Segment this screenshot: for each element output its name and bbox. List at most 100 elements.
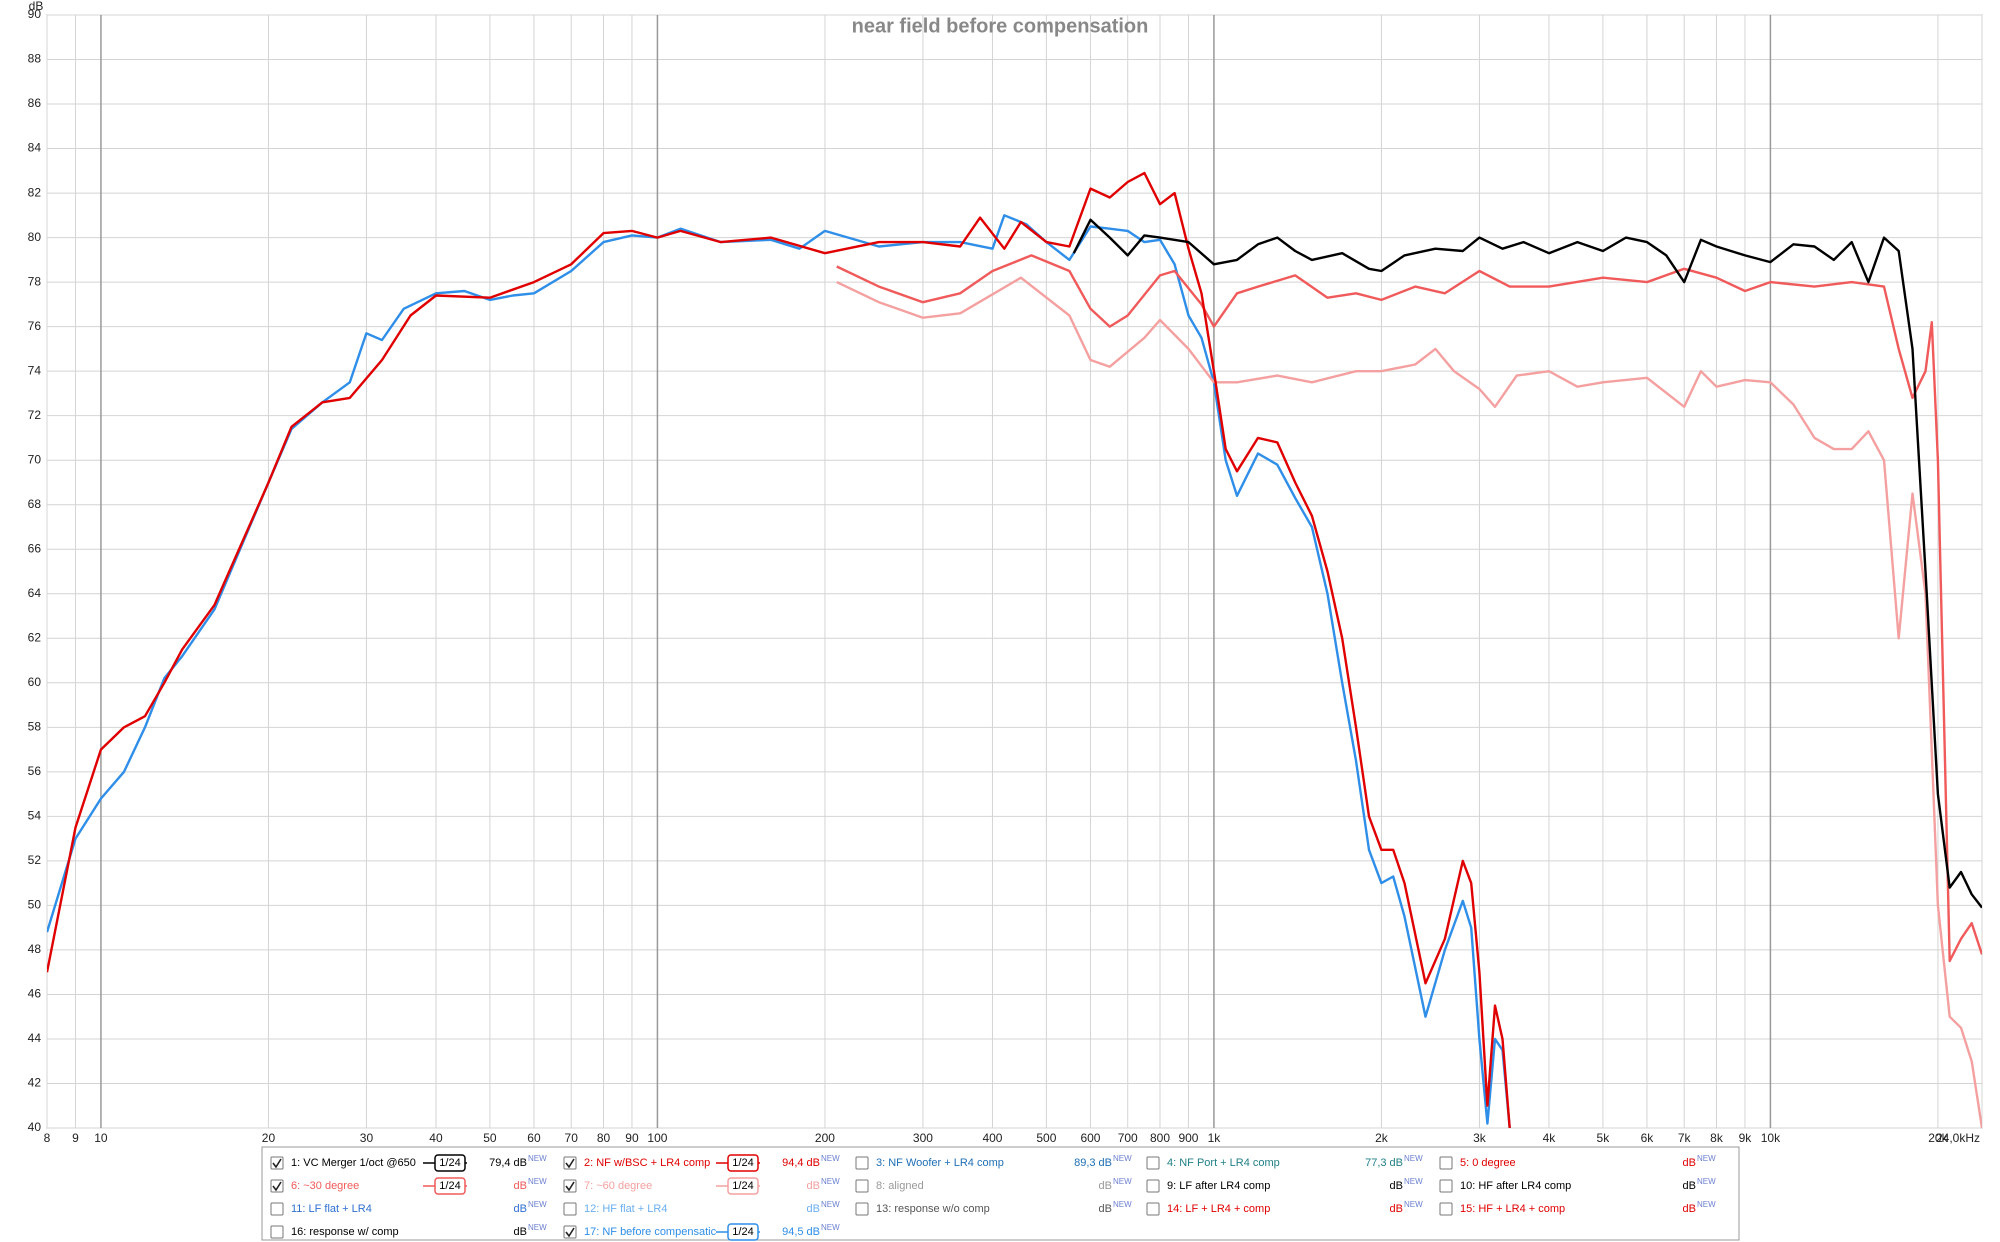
legend-checkbox[interactable] <box>270 1156 284 1170</box>
y-tick-label: 40 <box>28 1120 42 1134</box>
checkmark <box>565 1227 575 1238</box>
legend-label[interactable]: 4: NF Port + LR4 comp <box>1167 1157 1280 1169</box>
smoothing-label[interactable]: 1/24 <box>732 1180 753 1192</box>
y-tick-label: 42 <box>28 1076 42 1090</box>
legend-label[interactable]: 14: LF + LR4 + comp <box>1167 1203 1270 1215</box>
legend-label[interactable]: 5: 0 degree <box>1460 1157 1516 1169</box>
legend-checkbox[interactable] <box>1146 1202 1160 1216</box>
legend-checkbox[interactable] <box>563 1202 577 1216</box>
legend-label[interactable]: 17: NF before compensatic <box>584 1226 717 1238</box>
legend-checkbox[interactable] <box>855 1156 869 1170</box>
x-tick-label: 9k <box>1739 1131 1753 1145</box>
legend-badge: NEW <box>528 1177 547 1186</box>
legend-label[interactable]: 10: HF after LR4 comp <box>1460 1180 1571 1192</box>
x-tick-label: 500 <box>1036 1131 1056 1145</box>
legend-checkbox[interactable] <box>1439 1179 1453 1193</box>
legend-level: dB <box>514 1226 527 1238</box>
x-tick-label: 700 <box>1118 1131 1138 1145</box>
legend-checkbox[interactable] <box>563 1156 577 1170</box>
x-tick-label: 40 <box>429 1131 443 1145</box>
legend-badge: NEW <box>1113 1200 1132 1209</box>
x-tick-label: 20 <box>262 1131 276 1145</box>
series-line <box>1072 218 1982 909</box>
legend-label[interactable]: 6: ~30 degree <box>291 1180 359 1192</box>
smoothing-label[interactable]: 1/24 <box>439 1157 460 1169</box>
x-tick-label: 4k <box>1543 1131 1557 1145</box>
legend-level: dB <box>1099 1203 1112 1215</box>
legend-level: dB <box>807 1180 820 1192</box>
legend-label[interactable]: 8: aligned <box>876 1180 924 1192</box>
legend-checkbox[interactable] <box>1146 1156 1160 1170</box>
x-tick-label: 60 <box>527 1131 541 1145</box>
legend-checkbox[interactable] <box>270 1179 284 1193</box>
legend-label[interactable]: 7: ~60 degree <box>584 1180 652 1192</box>
legend-checkbox[interactable] <box>563 1179 577 1193</box>
y-tick-label: 68 <box>28 497 42 511</box>
y-tick-label: 52 <box>28 853 42 867</box>
smoothing-label[interactable]: 1/24 <box>439 1180 460 1192</box>
y-axis-label: dB <box>29 0 44 13</box>
legend-label[interactable]: 13: response w/o comp <box>876 1203 990 1215</box>
x-tick-label: 200 <box>815 1131 835 1145</box>
legend-badge: NEW <box>528 1154 547 1163</box>
legend-label[interactable]: 9: LF after LR4 comp <box>1167 1180 1270 1192</box>
x-tick-label: 100 <box>647 1131 667 1145</box>
legend-label[interactable]: 1: VC Merger 1/oct @650 <box>291 1157 416 1169</box>
legend-badge: NEW <box>1697 1154 1716 1163</box>
y-tick-label: 76 <box>28 319 42 333</box>
legend-label[interactable]: 2: NF w/BSC + LR4 comp <box>584 1157 710 1169</box>
y-tick-label: 58 <box>28 719 42 733</box>
smoothing-icon[interactable] <box>727 1177 759 1195</box>
legend-badge: NEW <box>528 1223 547 1232</box>
y-tick-label: 62 <box>28 630 42 644</box>
x-tick-label: 1k <box>1208 1131 1222 1145</box>
x-tick-label: 24,0kHz <box>1936 1131 1980 1145</box>
smoothing-label[interactable]: 1/24 <box>732 1157 753 1169</box>
legend-level: dB <box>1099 1180 1112 1192</box>
legend-label[interactable]: 15: HF + LR4 + comp <box>1460 1203 1565 1215</box>
series-line <box>836 254 1982 963</box>
x-tick-label: 10 <box>94 1131 108 1145</box>
y-tick-label: 70 <box>28 452 42 466</box>
legend-level: 77,3 dB <box>1365 1157 1403 1169</box>
legend-label[interactable]: 12: HF flat + LR4 <box>584 1203 667 1215</box>
legend-badge: NEW <box>1404 1200 1423 1209</box>
y-tick-label: 86 <box>28 96 42 110</box>
smoothing-icon[interactable] <box>727 1154 759 1172</box>
legend-badge: NEW <box>1404 1177 1423 1186</box>
legend-checkbox[interactable] <box>1439 1156 1453 1170</box>
y-tick-label: 90 <box>28 7 42 21</box>
y-tick-label: 44 <box>28 1031 42 1045</box>
y-tick-label: 60 <box>28 675 42 689</box>
x-tick-label: 600 <box>1080 1131 1100 1145</box>
legend-checkbox[interactable] <box>855 1202 869 1216</box>
y-tick-label: 84 <box>28 141 42 155</box>
legend-level: 94,4 dB <box>782 1157 820 1169</box>
y-tick-label: 50 <box>28 898 42 912</box>
legend-checkbox[interactable] <box>563 1225 577 1239</box>
legend-checkbox[interactable] <box>855 1179 869 1193</box>
x-tick-label: 90 <box>625 1131 639 1145</box>
legend-label[interactable]: 11: LF flat + LR4 <box>291 1203 372 1215</box>
y-tick-label: 80 <box>28 230 42 244</box>
legend-label[interactable]: 16: response w/ comp <box>291 1226 399 1238</box>
legend-checkbox[interactable] <box>270 1202 284 1216</box>
x-tick-label: 3k <box>1473 1131 1487 1145</box>
x-tick-label: 80 <box>597 1131 611 1145</box>
legend-level: dB <box>1390 1203 1403 1215</box>
legend-label[interactable]: 3: NF Woofer + LR4 comp <box>876 1157 1004 1169</box>
legend-checkbox[interactable] <box>270 1225 284 1239</box>
smoothing-icon[interactable] <box>727 1223 759 1241</box>
series-line <box>47 214 1511 1128</box>
smoothing-icon[interactable] <box>434 1154 466 1172</box>
smoothing-icon[interactable] <box>434 1177 466 1195</box>
legend-checkbox[interactable] <box>1439 1202 1453 1216</box>
legend-badge: NEW <box>1697 1200 1716 1209</box>
y-tick-label: 56 <box>28 764 42 778</box>
legend-checkbox[interactable] <box>1146 1179 1160 1193</box>
legend-level: dB <box>1683 1180 1696 1192</box>
smoothing-label[interactable]: 1/24 <box>732 1226 753 1238</box>
legend-badge: NEW <box>1113 1154 1132 1163</box>
x-tick-label: 10k <box>1761 1131 1781 1145</box>
